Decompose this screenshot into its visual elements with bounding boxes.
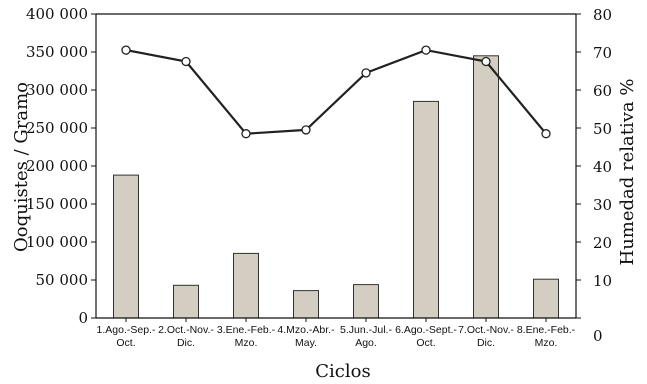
y-ticks-right: 0 10 20 30 40 50 60 70 80: [576, 6, 612, 345]
x-tick-label: 2.Oct.-Nov.-Dic.: [158, 324, 214, 349]
x-tick-label: 1.Ago.-Sep.-Oct.: [97, 324, 156, 349]
y-tick-label: 50 000: [36, 271, 89, 289]
humidity-point: [421, 45, 431, 55]
y2-axis-title: Humedad relativa %: [617, 79, 638, 266]
y2-tick-label: 40: [593, 158, 612, 176]
y-tick-label: 0: [78, 309, 88, 327]
bar: [533, 278, 559, 319]
bars-group: [113, 55, 559, 319]
y-ticks-left: 0 50 000 100 000 150 000 200 000 250 000 300 0…: [26, 5, 96, 327]
x-tick-label: 8.Ene.-Feb.-Mzo.: [517, 324, 576, 349]
y2-tick-label: 50: [593, 120, 612, 138]
bar: [173, 284, 199, 319]
x-ticks: 1.Ago.-Sep.-Oct.2.Oct.-Nov.-Dic.3.Ene.-F…: [97, 318, 576, 349]
humidity-line-group: [121, 45, 551, 139]
humidity-point: [121, 45, 131, 55]
y-tick-label: 350 000: [26, 43, 88, 61]
humidity-line: [125, 48, 547, 135]
bar: [413, 100, 439, 319]
humidity-point: [541, 129, 551, 139]
humidity-point: [301, 125, 311, 135]
bar: [293, 290, 319, 319]
y2-tick-label: 20: [593, 234, 612, 252]
bar: [113, 174, 139, 319]
y2-tick-label: 70: [593, 44, 612, 62]
bar: [473, 55, 499, 319]
y2-tick-label: 10: [593, 272, 612, 290]
y-tick-label: 100 000: [26, 233, 88, 251]
x-tick-label: 7.Oct.-Nov.-Dic.: [458, 324, 514, 349]
x-tick-label: 5.Jun.-Jul.-Ago.: [340, 324, 392, 349]
y-tick-label: 250 000: [26, 119, 88, 137]
x-axis-title: Ciclos: [315, 361, 370, 382]
y-tick-label: 200 000: [26, 157, 88, 175]
y-tick-label: 400 000: [26, 5, 88, 23]
y-axis-title: Ooquistes / Gramo: [11, 82, 32, 252]
humidity-point: [241, 129, 251, 139]
y-tick-label: 300 000: [26, 81, 88, 99]
y2-tick-label: 30: [593, 196, 612, 214]
x-tick-label: 3.Ene.-Feb.-Mzo.: [217, 324, 276, 349]
x-tick-label: 6.Ago.-Sept.-Oct.: [395, 324, 457, 349]
bar: [233, 252, 259, 319]
y2-tick-label: 80: [593, 6, 612, 24]
humidity-point: [181, 56, 191, 67]
humidity-point: [361, 68, 371, 78]
y2-tick-label: 0: [593, 327, 603, 345]
axes-group: [95, 13, 577, 319]
x-tick-label: 4.Mzo.-Abr.-May.: [277, 324, 335, 349]
y-tick-label: 150 000: [26, 195, 88, 213]
bar: [353, 284, 379, 319]
y2-tick-label: 60: [593, 82, 612, 100]
humidity-point: [481, 56, 491, 67]
